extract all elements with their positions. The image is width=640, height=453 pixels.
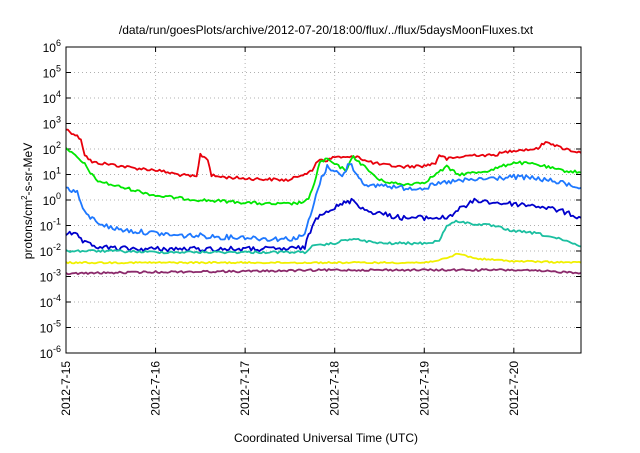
series-line [65, 219, 582, 255]
y-tick-label: 101 [43, 166, 61, 183]
x-axis-label: Coordinated Universal Time (UTC) [234, 431, 418, 445]
x-tick-label: 2012-7-16 [149, 361, 163, 416]
y-axis-label-sup: 2 [20, 195, 29, 200]
x-tick-label: 2012-7-15 [59, 361, 73, 416]
series-line [65, 163, 582, 243]
series-line [65, 128, 582, 182]
y-tick-label: 10-3 [40, 268, 61, 285]
x-tick-label: 2012-7-19 [417, 361, 431, 416]
y-tick-label: 10-1 [40, 217, 61, 234]
x-tick-label: 2012-7-20 [507, 361, 521, 416]
series-line [65, 252, 582, 265]
y-axis-label: protons/cm2-s-sr-MeV [20, 143, 35, 259]
x-tick-label: 2012-7-17 [238, 361, 252, 416]
plot-frame [65, 46, 582, 354]
y-tick-label: 10-4 [40, 293, 61, 310]
plot-layer: 2012-7-15 2012-7-16 2012-7-17 2012-7-18 2012… [40, 38, 582, 416]
y-tick-label: 105 [43, 64, 61, 81]
series-line [65, 197, 582, 253]
y-tick-label: 102 [43, 140, 61, 157]
y-axis-label-prefix: protons/cm [21, 200, 35, 259]
y-tick-label: 104 [43, 89, 61, 106]
y-tick-label: 103 [43, 115, 61, 132]
y-tick-label: 10-6 [40, 344, 61, 361]
y-tick-label: 100 [43, 191, 61, 208]
series-line [65, 147, 582, 206]
y-axis-label-suffix: -s-sr-MeV [21, 143, 35, 196]
y-tick-label: 106 [43, 38, 61, 55]
x-tick-label: 2012-7-18 [328, 361, 342, 416]
y-tick-label: 10-2 [40, 242, 61, 259]
series-line [65, 268, 582, 276]
y-tick-label: 10-5 [40, 319, 61, 336]
chart-title: /data/run/goesPlots/archive/2012-07-20/1… [119, 23, 534, 37]
